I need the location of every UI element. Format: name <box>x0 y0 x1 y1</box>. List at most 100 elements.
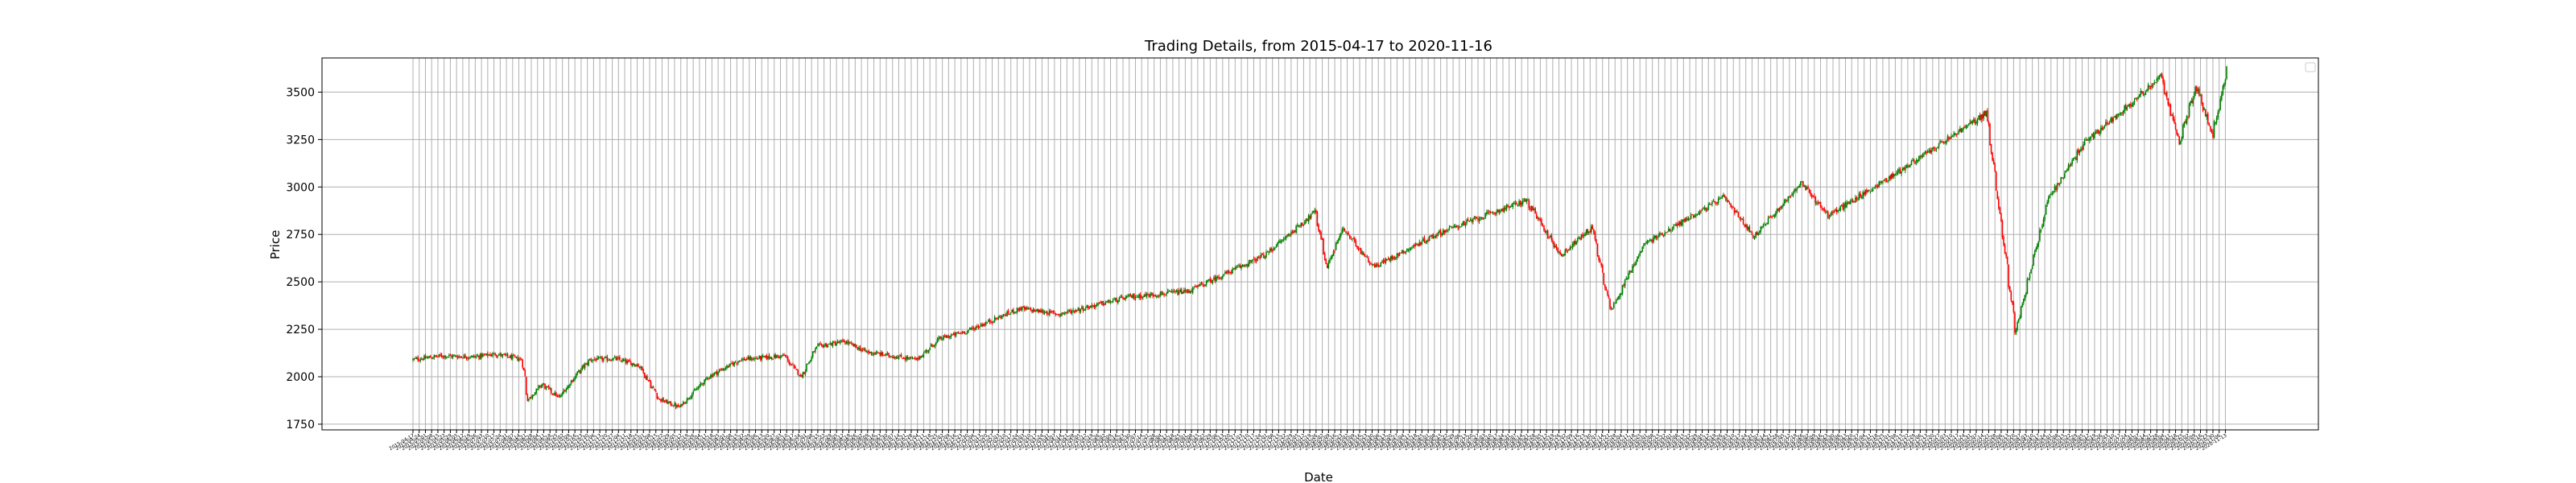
candle-body <box>1773 215 1776 217</box>
candle-body <box>1104 304 1105 306</box>
candle-body <box>713 372 716 375</box>
x-axis-ticks: 2015-04-172015-04-242015-05-012015-05-08… <box>388 430 2228 452</box>
candle-body <box>1723 195 1724 197</box>
candle-body <box>1992 160 1995 164</box>
candle-body <box>1089 305 1092 308</box>
candle-body <box>1922 154 1924 158</box>
candle-body <box>1896 172 1897 175</box>
candle-body <box>1189 291 1191 294</box>
candle-body <box>1948 137 1950 139</box>
candle-body <box>783 355 785 357</box>
candle-body <box>1703 208 1704 209</box>
candle-body <box>1612 303 1615 308</box>
candle-body <box>1758 231 1761 233</box>
candle-body <box>712 374 714 377</box>
candle-body <box>1579 237 1581 240</box>
candle-body <box>1453 225 1455 228</box>
candle-body <box>2070 163 2072 166</box>
candle-body <box>859 347 861 351</box>
candle-body <box>1158 295 1160 297</box>
candle-body <box>1361 252 1363 254</box>
y-tick-label: 3500 <box>286 86 315 99</box>
candle-body <box>1960 128 1963 133</box>
candle-body <box>1715 202 1717 204</box>
candle-body <box>751 357 753 361</box>
candle-body <box>638 364 639 367</box>
candle-body <box>2165 92 2168 98</box>
candle-body <box>437 356 439 357</box>
candle-body <box>485 353 488 355</box>
candle-body <box>1416 244 1418 246</box>
candle-body <box>493 353 495 354</box>
candle-body <box>1909 164 1911 167</box>
candle-body <box>1439 230 1440 233</box>
candle-body <box>981 324 983 327</box>
candle-body <box>1684 219 1686 222</box>
candle-body <box>1152 293 1154 296</box>
axes-frame <box>321 57 2319 431</box>
candle-body <box>1826 211 1828 213</box>
candle-body <box>1123 298 1125 300</box>
candle-body <box>2010 291 2013 301</box>
candle-body <box>1933 147 1935 149</box>
candle-body <box>1591 225 1594 229</box>
candle-body <box>2111 118 2113 122</box>
candle-body <box>444 356 447 358</box>
candle-body <box>1887 180 1889 182</box>
candle-body <box>1091 304 1093 307</box>
candle-body <box>443 355 445 357</box>
candle-body <box>2149 85 2152 88</box>
candle-body <box>1767 217 1769 225</box>
candle-body <box>1843 204 1845 210</box>
candle-body <box>1219 277 1221 279</box>
candle-body <box>1755 232 1757 238</box>
candle-body <box>1860 193 1861 197</box>
candle-body <box>1528 200 1530 208</box>
candle-body <box>460 357 463 358</box>
candle-body <box>1395 257 1397 259</box>
candle-body <box>854 344 857 346</box>
candle-body <box>1557 247 1558 252</box>
candle-body <box>2069 164 2070 167</box>
candle-body <box>1436 235 1438 237</box>
candle-body <box>1814 196 1817 204</box>
candle-body <box>1341 229 1344 233</box>
candle-body <box>1042 310 1044 314</box>
candle-body <box>1670 229 1672 231</box>
candle-body <box>1339 236 1341 240</box>
candle-body <box>1133 294 1135 299</box>
candle-body <box>599 357 601 358</box>
candle-body <box>1657 237 1658 238</box>
candle-body <box>1143 294 1146 297</box>
candle-body <box>2071 159 2073 164</box>
candle-body <box>1764 224 1765 225</box>
candle-body <box>1535 213 1538 219</box>
candle-body <box>2103 126 2106 128</box>
y-tick-label: 2250 <box>286 324 315 336</box>
candle-body <box>1146 294 1148 297</box>
candle-body <box>617 357 620 358</box>
candle-body <box>1406 249 1408 251</box>
candle-body <box>1643 245 1645 247</box>
candle-body <box>2047 197 2050 203</box>
candle-body <box>947 336 948 338</box>
candle-body <box>1824 211 1827 213</box>
candle-body <box>479 353 481 359</box>
candle-body <box>718 369 720 373</box>
candle-body <box>865 351 868 353</box>
candle-body <box>1366 257 1368 258</box>
candle-body <box>864 349 866 352</box>
candle-body <box>1148 295 1150 297</box>
candle-body <box>1575 242 1578 245</box>
candle-body <box>1681 220 1683 226</box>
candle-body <box>513 355 515 357</box>
candle-body <box>1129 294 1132 296</box>
candle-body <box>1607 291 1608 295</box>
candle-body <box>1871 190 1872 192</box>
candle-body <box>1641 246 1644 252</box>
candle-body <box>710 375 712 378</box>
candle-body <box>1426 240 1428 242</box>
candle-body <box>526 394 529 402</box>
candle-body <box>977 326 980 328</box>
candle-body <box>422 359 424 361</box>
